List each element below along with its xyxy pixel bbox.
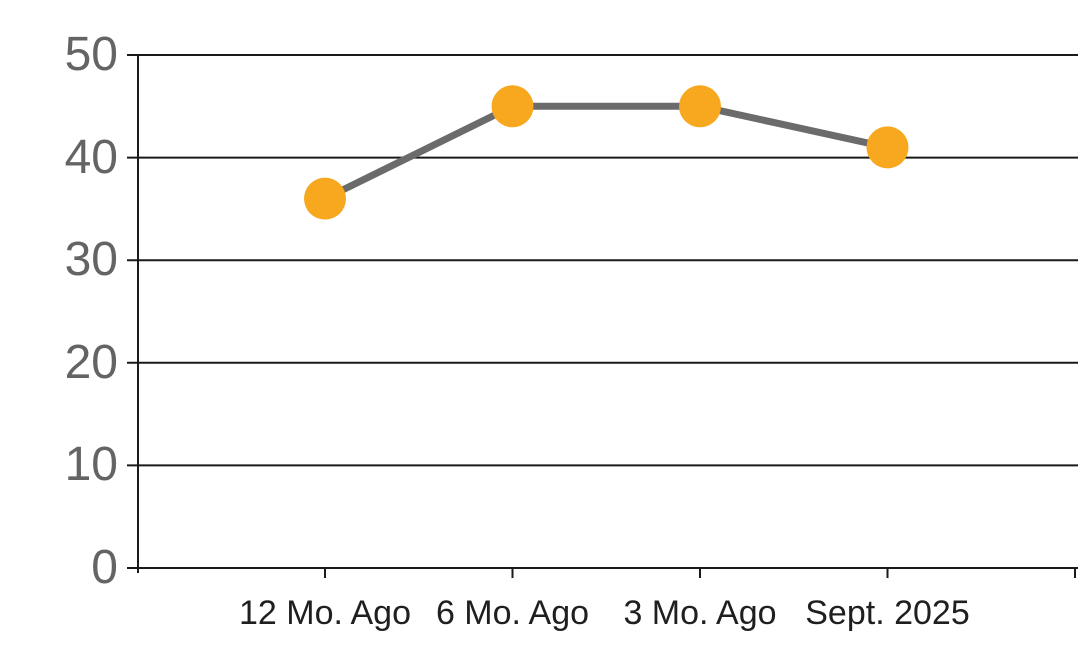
y-axis-tick-label: 40: [64, 130, 118, 184]
data-point-marker: [491, 85, 534, 128]
data-point-marker: [679, 85, 721, 128]
x-axis-tick-label: 3 Mo. Ago: [623, 594, 777, 632]
x-axis-tick-label: Sept. 2025: [805, 594, 970, 632]
y-axis-tick-label: 20: [64, 335, 118, 389]
y-axis-tick-label: 0: [91, 541, 118, 594]
y-axis-tick-label: 10: [64, 438, 118, 492]
x-axis-tick-label: 6 Mo. Ago: [435, 594, 590, 632]
series-line: [323, 102, 889, 202]
data-point-marker: [304, 177, 346, 220]
y-axis-tick-label: 50: [64, 28, 118, 81]
data-point-marker: [866, 126, 909, 169]
x-axis-tick-label: 12 Mo. Ago: [238, 594, 412, 632]
y-axis-tick-label: 30: [64, 233, 118, 287]
